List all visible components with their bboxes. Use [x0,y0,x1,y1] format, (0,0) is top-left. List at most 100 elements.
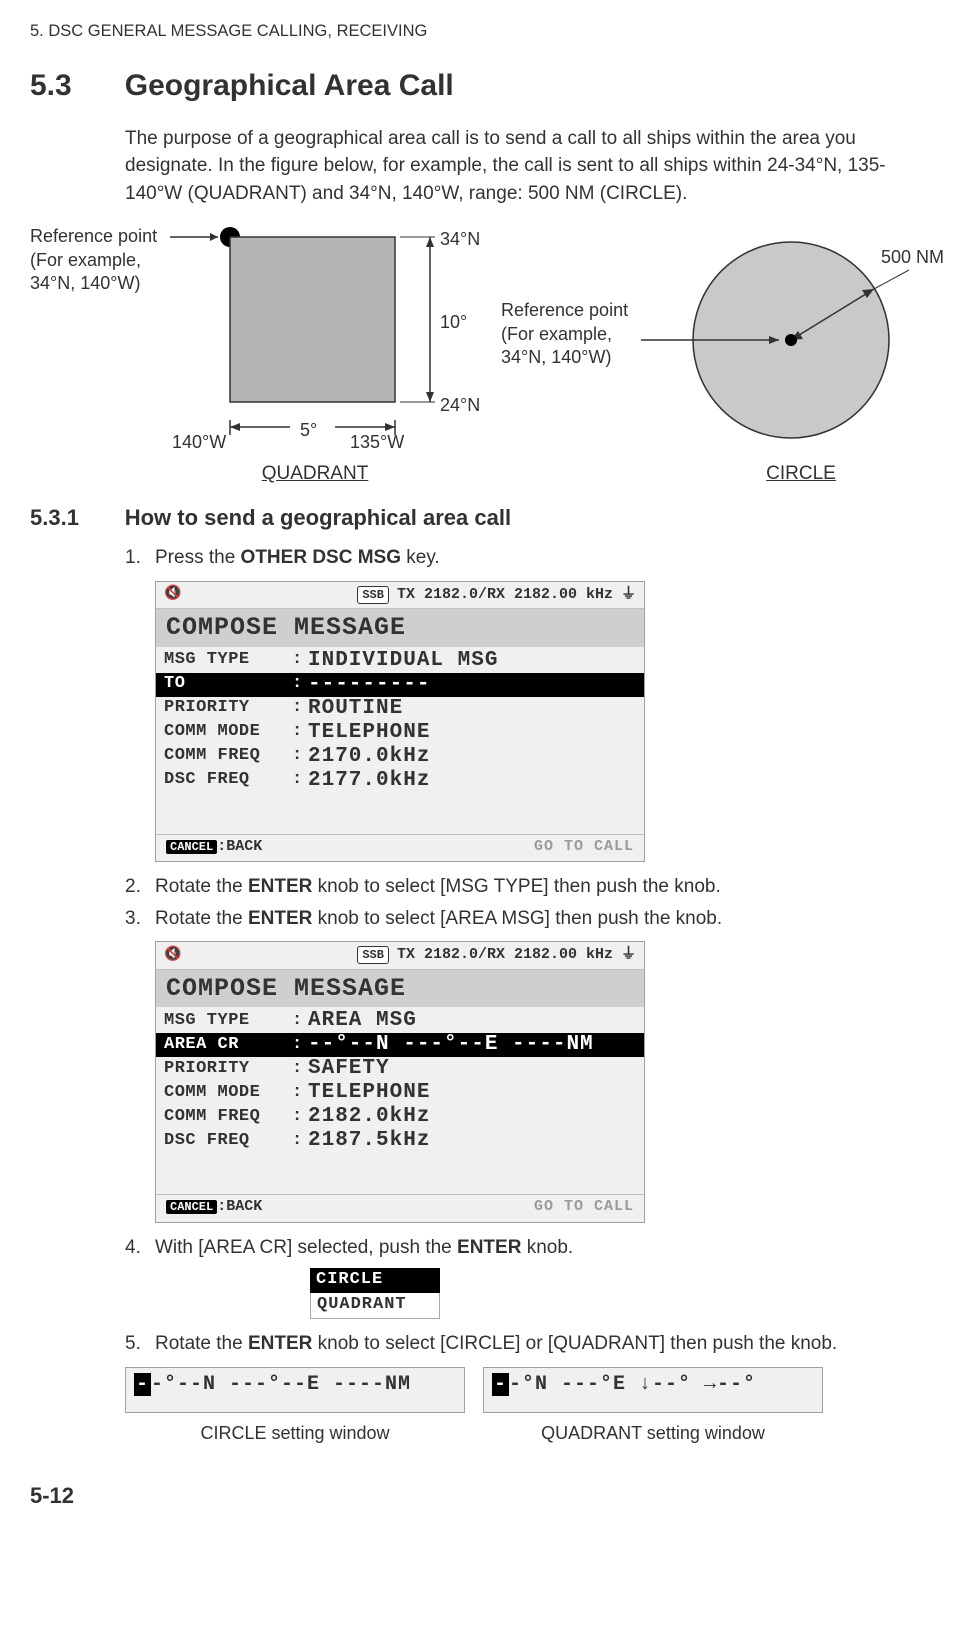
page-number: 5-12 [30,1481,941,1511]
quadrant-setting-window: --°N ---°E ↓--° →--° [483,1367,823,1413]
lcd-key: DSC FREQ [164,1130,292,1153]
step-bold: ENTER [248,1333,312,1354]
circle-radius-label: 500 NM [881,245,944,269]
go-to-call-label: GO TO CALL [534,1197,634,1217]
step-post: knob to select [MSG TYPE] then push the … [312,876,720,897]
step-bold: ENTER [248,876,312,897]
quadrant-lat-span: 10° [440,310,467,334]
lcd-row: PRIORITY:ROUTINE [164,697,636,721]
doc-chapter-header: 5. DSC GENERAL MESSAGE CALLING, RECEIVIN… [30,20,941,42]
section-heading: 5.3 Geographical Area Call [30,66,941,107]
step-num: 2. [125,874,155,900]
lcd-body: MSG TYPE:AREA MSGAREA CR:--°--N ---°--E … [156,1007,644,1194]
lcd-key: AREA CR [164,1034,292,1057]
lcd-footer: CANCEL:BACK GO TO CALL [156,834,644,861]
quadrant-right-lon: 135°W [350,430,404,454]
subsection-number: 5.3.1 [30,503,120,533]
setting-rest: -°N ---°E ↓--° →--° [509,1373,756,1396]
ssb-badge: SSB [357,946,389,964]
cursor-char: - [492,1373,509,1396]
lcd-key: PRIORITY [164,697,292,720]
quadrant-setting-caption: QUADRANT setting window [483,1421,823,1445]
lcd-row: MSG TYPE:AREA MSG [164,1009,636,1033]
step-post: knob to select [CIRCLE] or [QUADRANT] th… [312,1333,837,1354]
lcd-colon: : [292,649,308,672]
lcd-key: MSG TYPE [164,649,292,672]
step-text: Press the OTHER DSC MSG key. [155,545,941,571]
lcd-status-bar: 🔇 SSB TX 2182.0/RX 2182.00 kHz ⏚ [156,942,644,969]
step-num: 1. [125,545,155,571]
step-bold: OTHER DSC MSG [241,547,401,568]
menu-option-circle[interactable]: CIRCLE [310,1268,440,1293]
lcd-key: DSC FREQ [164,769,292,792]
circle-setting-window: --°--N ---°--E ----NM [125,1367,465,1413]
steps-list-3: 4. With [AREA CR] selected, push the ENT… [125,1235,941,1261]
circle-caption: CIRCLE [661,461,941,487]
quadrant-lon-span: 5° [300,418,317,442]
lcd-colon: : [292,721,308,744]
circle-diagram: Reference point (For example, 34°N, 140°… [501,225,941,475]
lcd-colon: : [292,1010,308,1033]
cursor-char: - [134,1373,151,1396]
step-text: With [AREA CR] selected, push the ENTER … [155,1235,941,1261]
lcd-row: DSC FREQ: 2187.5kHz [164,1129,636,1153]
lcd-key: COMM FREQ [164,1106,292,1129]
step-post: knob. [521,1237,573,1258]
lcd-key: COMM FREQ [164,745,292,768]
step-4: 4. With [AREA CR] selected, push the ENT… [125,1235,941,1261]
cancel-badge: CANCEL [166,1200,217,1214]
cancel-badge: CANCEL [166,840,217,854]
lcd-title: COMPOSE MESSAGE [156,609,644,647]
circle-ref-label: Reference point (For example, 34°N, 140°… [501,299,628,369]
lcd-row: COMM MODE:TELEPHONE [164,721,636,745]
section-title: Geographical Area Call [125,66,454,107]
step-5: 5. Rotate the ENTER knob to select [CIRC… [125,1331,941,1357]
step-3: 3. Rotate the ENTER knob to select [AREA… [125,906,941,932]
steps-list: 1. Press the OTHER DSC MSG key. [125,545,941,571]
speaker-icon: 🔇 [164,946,181,965]
lcd-foot-left: CANCEL:BACK [166,837,262,857]
ssb-badge: SSB [357,586,389,604]
lcd-row: PRIORITY:SAFETY [164,1057,636,1081]
lcd-row: MSG TYPE:INDIVIDUAL MSG [164,649,636,673]
lcd-screenshot-1: 🔇 SSB TX 2182.0/RX 2182.00 kHz ⏚ COMPOSE… [155,581,941,862]
menu-option-quadrant[interactable]: QUADRANT [310,1293,440,1319]
lcd-screenshot-2: 🔇 SSB TX 2182.0/RX 2182.00 kHz ⏚ COMPOSE… [155,941,941,1222]
step-post: key. [401,547,440,568]
steps-list-4: 5. Rotate the ENTER knob to select [CIRC… [125,1331,941,1357]
steps-list-2: 2. Rotate the ENTER knob to select [MSG … [125,874,941,931]
section-number: 5.3 [30,66,120,107]
lcd-row: COMM FREQ: 2170.0kHz [164,745,636,769]
quadrant-left-lon: 140°W [172,430,226,454]
lcd-key: COMM MODE [164,1082,292,1105]
quadrant-diagram: Reference point (For example, 34°N, 140°… [30,225,500,475]
lcd-colon: : [292,1058,308,1081]
lcd-foot-left: CANCEL:BACK [166,1197,262,1217]
step-post: knob to select [AREA MSG] then push the … [312,908,722,929]
section-intro: The purpose of a geographical area call … [125,125,941,208]
lcd-title: COMPOSE MESSAGE [156,970,644,1008]
lcd-row: DSC FREQ: 2177.0kHz [164,769,636,793]
lcd-status-bar: 🔇 SSB TX 2182.0/RX 2182.00 kHz ⏚ [156,582,644,609]
setting-rest: -°--N ---°--E ----NM [151,1373,411,1396]
step-pre: Rotate the [155,1333,248,1354]
lcd-colon: : [292,697,308,720]
lcd-key: MSG TYPE [164,1010,292,1033]
lcd-colon: : [292,1130,308,1153]
quadrant-ref-label: Reference point (For example, 34°N, 140°… [30,225,157,295]
quadrant-top-lat: 34°N [440,227,480,251]
lcd-colon: : [292,745,308,768]
subsection-heading: 5.3.1 How to send a geographical area ca… [30,503,941,533]
lcd-value: 2177.0kHz [308,767,430,795]
step-num: 4. [125,1235,155,1261]
speaker-icon: 🔇 [164,585,181,604]
circle-setting-caption: CIRCLE setting window [125,1421,465,1445]
step-num: 3. [125,906,155,932]
lcd-colon: : [292,673,308,696]
step-pre: Rotate the [155,908,248,929]
diagram-row: Reference point (For example, 34°N, 140°… [30,225,941,475]
lcd-value: 2187.5kHz [308,1127,430,1155]
antenna-icon: ⏚ [621,585,636,605]
quadrant-caption: QUADRANT [130,461,500,487]
step-pre: Rotate the [155,876,248,897]
